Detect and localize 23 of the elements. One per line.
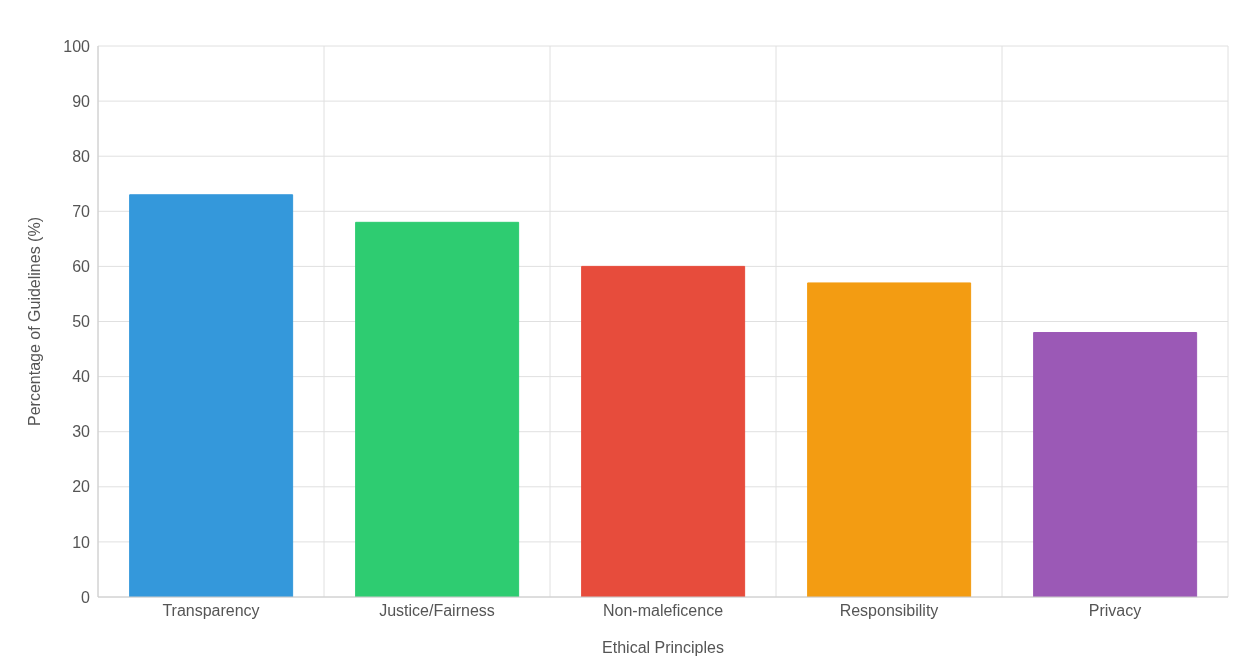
y-tick-label: 80 xyxy=(72,147,91,165)
y-tick-label: 50 xyxy=(72,313,91,331)
y-tick-label: 100 xyxy=(63,37,91,55)
bar xyxy=(1033,332,1198,597)
x-tick-label: Justice/Fairness xyxy=(379,602,495,620)
bar xyxy=(355,221,520,597)
y-tick-label: 30 xyxy=(72,423,91,441)
bar xyxy=(129,194,294,597)
y-tick-label: 60 xyxy=(72,258,91,276)
x-axis-title: Ethical Principles xyxy=(602,639,724,656)
x-tick-label: Non-maleficence xyxy=(602,602,724,620)
x-tick-label: Transparency xyxy=(162,602,260,620)
bar xyxy=(581,265,746,597)
y-tick-label: 40 xyxy=(72,368,91,386)
x-tick-label: Privacy xyxy=(1088,602,1142,620)
y-tick-label: 20 xyxy=(72,478,91,496)
x-tick-label: Responsibility xyxy=(839,602,939,620)
y-axis-title: Percentage of Guidelines (%) xyxy=(25,217,43,426)
bar xyxy=(807,282,972,597)
y-tick-label: 0 xyxy=(81,588,91,606)
y-tick-label: 10 xyxy=(72,533,91,551)
y-tick-label: 90 xyxy=(72,92,91,110)
y-tick-label: 70 xyxy=(72,202,91,220)
